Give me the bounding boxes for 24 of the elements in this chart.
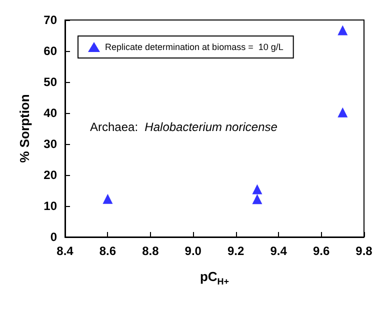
point bbox=[252, 194, 262, 204]
y-tick-label: 10 bbox=[44, 199, 58, 213]
y-tick-label: 0 bbox=[50, 230, 58, 244]
point bbox=[338, 25, 348, 36]
legend-label: Replicate determination at biomass = 10 g/L bbox=[105, 42, 284, 52]
y-tick-label: 40 bbox=[44, 106, 58, 120]
y-tick-label: 30 bbox=[44, 137, 58, 151]
y-tick-label: 20 bbox=[44, 168, 58, 182]
point bbox=[338, 107, 348, 118]
x-tick-label: 9.0 bbox=[184, 244, 202, 258]
point bbox=[252, 184, 262, 194]
y-tick-label: 60 bbox=[44, 44, 58, 58]
x-tick-label: 9.4 bbox=[270, 244, 288, 258]
x-tick-label: 9.6 bbox=[312, 244, 330, 258]
x-tick-label: 9.2 bbox=[228, 244, 245, 258]
y-tick-label: 70 bbox=[44, 13, 58, 27]
y-axis-title: % Sorption bbox=[17, 94, 32, 163]
x-tick-label: 8.4 bbox=[56, 244, 74, 258]
x-tick-label: 8.6 bbox=[99, 244, 116, 258]
y-tick-label: 50 bbox=[44, 75, 58, 89]
point bbox=[102, 194, 113, 204]
x-tick-label: 9.8 bbox=[356, 244, 373, 258]
x-tick-label: 8.8 bbox=[142, 244, 160, 258]
annotation: Archaea: Halobacterium noricense bbox=[90, 120, 278, 134]
